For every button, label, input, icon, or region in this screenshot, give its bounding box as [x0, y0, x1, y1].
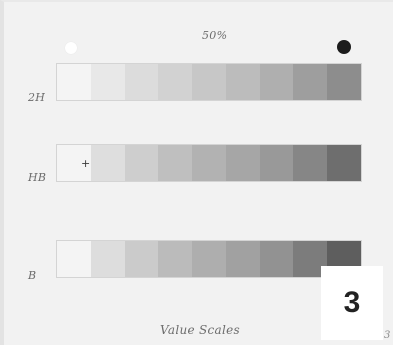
- value-scale-b: [56, 240, 362, 278]
- scale-label-b: B: [28, 269, 37, 282]
- value-swatch: [192, 241, 226, 277]
- value-swatch: [225, 241, 260, 277]
- value-scale-2h: [56, 63, 362, 101]
- value-swatch: [90, 241, 125, 277]
- number-badge: 3: [321, 266, 383, 340]
- value-swatch: [225, 145, 260, 181]
- value-swatch: [192, 145, 226, 181]
- value-swatch: [90, 145, 125, 181]
- value-swatch: [192, 64, 226, 100]
- white-circle-icon: [65, 42, 77, 54]
- value-swatch: [158, 241, 193, 277]
- scale-label-2h: 2H: [28, 91, 46, 104]
- title-label: 50%: [202, 29, 228, 42]
- plus-mark-icon: +: [81, 157, 91, 170]
- value-swatch: [90, 64, 125, 100]
- scale-label-hb: HB: [28, 171, 47, 184]
- value-scale-hb: [56, 144, 362, 182]
- value-swatch: [293, 145, 328, 181]
- value-swatch: [259, 145, 294, 181]
- value-swatch: [57, 64, 91, 100]
- value-swatch: [259, 241, 294, 277]
- value-swatch: [293, 64, 328, 100]
- value-swatch: [259, 64, 294, 100]
- black-circle-icon: [337, 40, 351, 54]
- value-swatch: [57, 241, 91, 277]
- value-swatch: [57, 145, 91, 181]
- value-swatch: [158, 145, 193, 181]
- value-swatch: [327, 64, 362, 100]
- value-swatch: [124, 64, 159, 100]
- value-swatch: [225, 64, 260, 100]
- corner-mark: 3: [384, 330, 391, 341]
- value-swatch: [124, 145, 159, 181]
- caption: Value Scales: [160, 323, 240, 337]
- value-swatch: [158, 64, 193, 100]
- value-swatch: [327, 145, 362, 181]
- value-swatch: [124, 241, 159, 277]
